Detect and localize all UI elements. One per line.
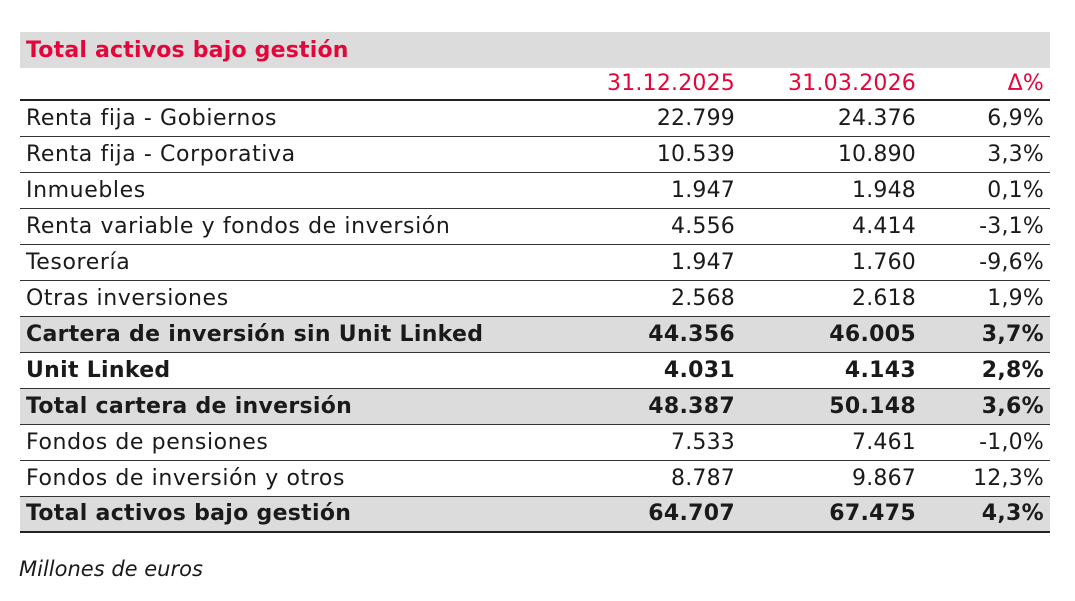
row-label: Total cartera de inversión (20, 388, 560, 425)
row-label: Cartera de inversión sin Unit Linked (20, 316, 560, 353)
table-title: Total activos bajo gestión (26, 37, 349, 63)
value-change-pct: 3,6% (920, 388, 1050, 425)
table-row: Inmuebles 1.947 1.948 0,1% (20, 172, 1050, 209)
table-row: Tesorería 1.947 1.760 -9,6% (20, 244, 1050, 281)
value-change-pct: 3,3% (920, 136, 1050, 173)
table-row: Total cartera de inversión 48.387 50.148 3,… (20, 388, 1050, 425)
value-change-pct: 6,9% (920, 100, 1050, 137)
table-row: Fondos de pensiones 7.533 7.461 -1,0% (20, 424, 1050, 461)
value-31-12-2025: 22.799 (560, 100, 739, 137)
assets-table-container: Total activos bajo gestión 31.12.2025 31… (20, 32, 1050, 533)
footnote: Millones de euros (19, 557, 203, 581)
table-row: Unit Linked 4.031 4.143 2,8% (20, 352, 1050, 389)
table-row: Renta fija - Corporativa 10.539 10.890 3,3% (20, 136, 1050, 173)
value-change-pct: 12,3% (920, 460, 1050, 497)
table-row: Renta fija - Gobiernos 22.799 24.376 6,9% (20, 100, 1050, 137)
value-31-03-2026: 67.475 (739, 496, 920, 533)
value-31-12-2025: 4.556 (560, 208, 739, 245)
table-row: Fondos de inversión y otros 8.787 9.867 12,… (20, 460, 1050, 497)
value-31-03-2026: 1.760 (739, 244, 920, 281)
value-31-03-2026: 24.376 (739, 100, 920, 137)
value-31-12-2025: 44.356 (560, 316, 739, 353)
value-31-03-2026: 10.890 (739, 136, 920, 173)
value-31-03-2026: 9.867 (739, 460, 920, 497)
value-31-03-2026: 2.618 (739, 280, 920, 317)
row-label: Fondos de pensiones (20, 424, 560, 461)
column-header-change: Δ% (920, 68, 1050, 101)
value-31-03-2026: 46.005 (739, 316, 920, 353)
value-31-12-2025: 48.387 (560, 388, 739, 425)
value-31-03-2026: 1.948 (739, 172, 920, 209)
value-change-pct: 0,1% (920, 172, 1050, 209)
table-row: Otras inversiones 2.568 2.618 1,9% (20, 280, 1050, 317)
column-header-row: 31.12.2025 31.03.2026 Δ% (20, 68, 1050, 101)
table-row: Cartera de inversión sin Unit Linked 44.3… (20, 316, 1050, 353)
row-label: Fondos de inversión y otros (20, 460, 560, 497)
value-change-pct: -1,0% (920, 424, 1050, 461)
value-change-pct: 2,8% (920, 352, 1050, 389)
column-header-date-2: 31.03.2026 (739, 68, 920, 101)
column-header-label (20, 68, 560, 101)
value-31-12-2025: 4.031 (560, 352, 739, 389)
table-row: Total activos bajo gestión 64.707 67.475 4,… (20, 496, 1050, 533)
column-header-date-1: 31.12.2025 (560, 68, 739, 101)
value-31-03-2026: 4.414 (739, 208, 920, 245)
value-31-12-2025: 2.568 (560, 280, 739, 317)
value-change-pct: 4,3% (920, 496, 1050, 533)
table-row: Renta variable y fondos de inversión 4.55… (20, 208, 1050, 245)
row-label: Unit Linked (20, 352, 560, 389)
row-label: Tesorería (20, 244, 560, 281)
value-31-03-2026: 4.143 (739, 352, 920, 389)
value-31-12-2025: 1.947 (560, 244, 739, 281)
row-label: Inmuebles (20, 172, 560, 209)
value-change-pct: -9,6% (920, 244, 1050, 281)
value-31-12-2025: 1.947 (560, 172, 739, 209)
value-31-12-2025: 10.539 (560, 136, 739, 173)
value-31-12-2025: 7.533 (560, 424, 739, 461)
row-label: Renta fija - Gobiernos (20, 100, 560, 137)
assets-table: 31.12.2025 31.03.2026 Δ% Renta fija - Go… (20, 68, 1050, 533)
value-31-03-2026: 50.148 (739, 388, 920, 425)
value-change-pct: -3,1% (920, 208, 1050, 245)
row-label: Total activos bajo gestión (20, 496, 560, 533)
table-title-bar: Total activos bajo gestión (20, 32, 1050, 68)
row-label: Renta variable y fondos de inversión (20, 208, 560, 245)
row-label: Otras inversiones (20, 280, 560, 317)
value-change-pct: 1,9% (920, 280, 1050, 317)
row-label: Renta fija - Corporativa (20, 136, 560, 173)
value-31-12-2025: 8.787 (560, 460, 739, 497)
value-31-12-2025: 64.707 (560, 496, 739, 533)
value-31-03-2026: 7.461 (739, 424, 920, 461)
value-change-pct: 3,7% (920, 316, 1050, 353)
